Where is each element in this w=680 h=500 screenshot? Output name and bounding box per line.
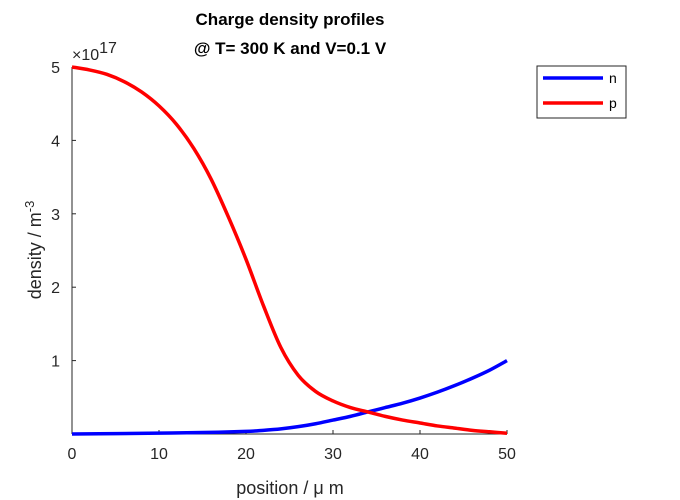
x-tick-label: 30: [324, 446, 342, 463]
series-line-p: [71, 65, 508, 436]
chart-title-line-1: Charge density profiles: [196, 10, 385, 29]
x-tick-label: 10: [150, 446, 168, 463]
x-tick-label: 40: [411, 446, 429, 463]
y-tick-label: 2: [51, 280, 60, 297]
y-axis-label-sup: -3: [22, 201, 37, 213]
y-tick-label: 3: [51, 207, 60, 224]
legend-box: [536, 65, 627, 119]
y-tick-label: 1: [51, 354, 60, 371]
y-axis-label-main: density / m: [25, 212, 45, 299]
chart-title-line-2: @ T= 300 K and V=0.1 V: [194, 39, 387, 58]
legend-label-n: n: [609, 70, 617, 86]
y-multiplier-power: 17: [99, 40, 117, 57]
x-axis-label: position / μ m: [236, 478, 343, 498]
y-multiplier-base: ×10: [72, 47, 99, 64]
x-tick-labels: 0 10 20 30 40 50: [68, 446, 516, 463]
y-tick-label: 5: [51, 60, 60, 77]
series-line-n: [71, 359, 508, 436]
x-tick-label: 0: [68, 446, 77, 463]
x-tick-label: 20: [237, 446, 255, 463]
series-layer: [71, 65, 508, 436]
x-tick-label: 50: [498, 446, 516, 463]
y-axis-label: density / m-3: [22, 201, 45, 300]
y-multiplier: ×1017: [72, 40, 117, 64]
legend: n p: [536, 65, 627, 119]
y-tick-label: 4: [51, 133, 60, 150]
legend-label-p: p: [609, 95, 617, 111]
plot-axes: [71, 66, 508, 435]
y-tick-labels: 1 2 3 4 5: [51, 60, 60, 371]
